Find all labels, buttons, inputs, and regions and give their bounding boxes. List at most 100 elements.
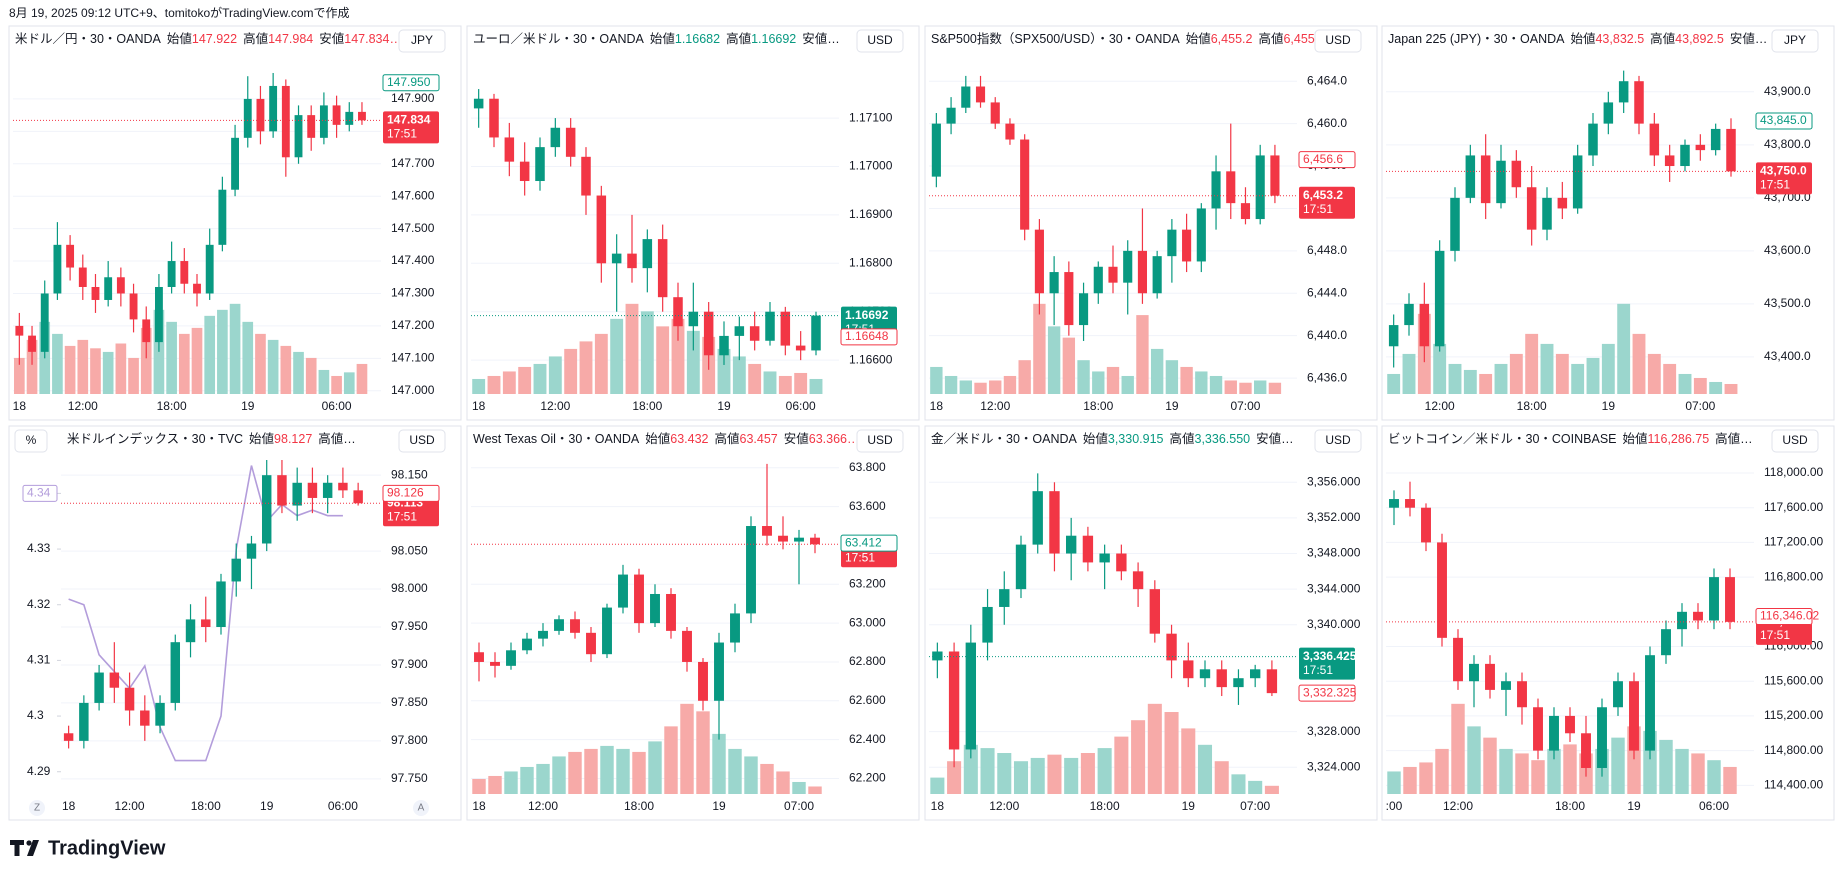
candle-body <box>1240 203 1251 220</box>
y-tick-label: 98.050 <box>391 543 428 557</box>
currency-label[interactable]: JPY <box>411 33 433 47</box>
candle-body <box>1132 571 1144 590</box>
candle-body <box>504 137 515 162</box>
last-price-label: 6,453.2 <box>1303 188 1343 202</box>
x-tick-label: 12:00 <box>1425 399 1455 413</box>
scale-button[interactable] <box>29 800 45 816</box>
candle-body <box>1634 81 1644 124</box>
candle-body <box>66 244 75 268</box>
price-tag-label: 98.126 <box>387 486 424 500</box>
volume-bar <box>318 369 330 394</box>
currency-label[interactable]: USD <box>409 433 435 447</box>
volume-bar <box>717 348 731 394</box>
volume-bar <box>1675 748 1689 794</box>
y-tick-label: 147.400 <box>391 253 435 267</box>
candle-body <box>1196 208 1206 262</box>
volume-bar <box>229 303 241 394</box>
volume-bar <box>1268 382 1282 394</box>
volume-bar <box>1131 720 1146 794</box>
y-tick-label: 1.16900 <box>849 207 893 221</box>
candle-body <box>1677 611 1687 630</box>
currency-label[interactable]: USD <box>1325 33 1351 47</box>
x-tick-label: 18:00 <box>1090 799 1120 813</box>
candle-body <box>1597 707 1607 768</box>
volume-bar <box>1540 343 1554 394</box>
volume-bar <box>128 357 139 394</box>
volume-bar <box>1571 363 1585 394</box>
volume-bar <box>502 371 516 394</box>
logo-icon <box>10 840 39 856</box>
header-part: 始値 <box>1623 431 1648 446</box>
volume-bar <box>1448 363 1462 394</box>
volume-bar <box>680 703 694 794</box>
candle-body <box>40 293 49 352</box>
scale-button-label[interactable]: A <box>418 803 425 814</box>
volume-bar <box>1018 360 1031 394</box>
currency-label[interactable]: USD <box>1782 433 1808 447</box>
candle-body <box>78 267 87 287</box>
volume-bar <box>518 366 532 394</box>
currency-button[interactable] <box>398 429 446 453</box>
candle-body <box>538 630 548 639</box>
candle-body <box>1526 187 1537 230</box>
candle-body <box>657 239 668 298</box>
currency-label[interactable]: JPY <box>1784 33 1806 47</box>
price-tag-label: 1.16648 <box>845 329 889 343</box>
currency-button[interactable] <box>1771 29 1819 53</box>
volume-bar <box>1678 373 1692 394</box>
candle-body <box>1645 655 1655 751</box>
currency-button[interactable] <box>1314 429 1362 453</box>
x-tick-label: 19 <box>241 399 255 413</box>
header-part: 高値 <box>1169 431 1194 446</box>
y-tick-label: 62.400 <box>849 732 886 746</box>
y-tick-label: 6,448.0 <box>1307 243 1347 257</box>
volume-bar <box>14 357 25 394</box>
x-tick-label: 12:00 <box>1443 799 1473 813</box>
candle-body <box>586 632 596 655</box>
currency-button[interactable] <box>856 29 904 53</box>
x-tick-label: 18:00 <box>1083 399 1113 413</box>
volume-bar <box>64 345 76 394</box>
unit-label[interactable]: % <box>26 433 37 447</box>
volume-bar <box>763 371 777 394</box>
scale-button-label[interactable]: Z <box>34 803 40 814</box>
y-tick-label: 62.200 <box>849 771 886 785</box>
volume-bar <box>1515 753 1529 794</box>
currency-button[interactable] <box>398 29 446 53</box>
candle-body <box>1078 293 1089 326</box>
volume-bar <box>1387 771 1401 794</box>
last-price-label: 147.834 <box>387 112 431 126</box>
volume-bar <box>1632 333 1646 394</box>
currency-button[interactable] <box>1314 29 1362 53</box>
volume-bar <box>584 748 598 794</box>
candle-body <box>506 650 516 666</box>
candle-body <box>1020 139 1030 230</box>
last-price-label: 1.16692 <box>845 308 889 322</box>
y-tick-label: 3,352.000 <box>1307 510 1361 524</box>
unit-button[interactable] <box>14 429 48 453</box>
scale-button[interactable] <box>413 800 429 816</box>
panel-header: 米ドルインデックス・30・TVC 始値98.127 高値… <box>67 431 356 446</box>
candle-body <box>1266 669 1278 694</box>
currency-label[interactable]: USD <box>1325 433 1351 447</box>
header-part: 安値… <box>1730 31 1768 46</box>
candle-body <box>1167 229 1177 257</box>
currency-label[interactable]: USD <box>867 433 893 447</box>
candle-body <box>1421 507 1431 543</box>
header-part: 高値 <box>243 31 268 46</box>
x-tick-label: 19 <box>1627 799 1641 813</box>
candle-body <box>338 482 348 491</box>
candle-body <box>1501 681 1511 690</box>
volume-bar <box>1525 333 1539 394</box>
price-tag-label: 147.950 <box>387 75 431 89</box>
x-tick-label: 19 <box>1602 399 1616 413</box>
y-tick-label: 1.17000 <box>849 159 893 173</box>
candle-body <box>1255 155 1265 220</box>
x-tick-label: 18:00 <box>624 799 654 813</box>
y2-tick-label: 4.3 <box>27 708 44 722</box>
currency-button[interactable] <box>856 429 904 453</box>
currency-label[interactable]: USD <box>867 33 893 47</box>
volume-bar <box>974 382 987 394</box>
header-part: 63.366… <box>809 432 860 446</box>
currency-button[interactable] <box>1771 429 1819 453</box>
